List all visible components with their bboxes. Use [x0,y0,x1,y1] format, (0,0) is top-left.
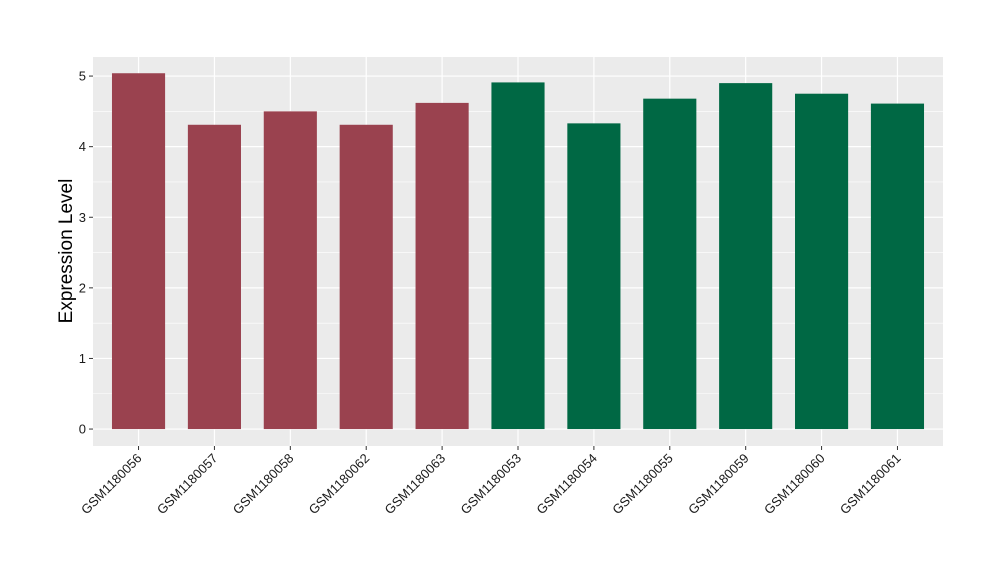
x-tick-label: GSM1180058 [230,451,297,518]
x-tick-label: GSM1180059 [685,451,752,518]
x-tick-label: GSM1180063 [382,451,449,518]
y-axis: 0 1 2 3 4 5 [79,69,93,437]
x-tick-label: GSM1180062 [306,451,373,518]
bar-GSM1180058 [263,111,317,430]
bar-GSM1180057 [187,124,241,430]
y-tick-label: 2 [79,280,86,295]
y-tick-label: 3 [79,210,86,225]
x-tick-label: GSM1180060 [761,451,828,518]
bar-GSM1180056 [111,73,166,430]
y-tick-label: 1 [79,351,86,366]
x-tick-label: GSM1180053 [457,451,524,518]
y-tick-label: 4 [79,139,86,154]
bar-GSM1180061 [870,103,925,430]
bars [111,73,925,430]
x-tick-label: GSM1180054 [533,451,600,518]
x-tick-label: GSM1180056 [78,451,145,518]
y-tick-label: 0 [79,422,86,437]
x-tick-label: GSM1180061 [837,451,904,518]
bar-GSM1180063 [415,102,469,430]
bar-GSM1180062 [339,124,393,430]
bar-GSM1180055 [643,98,697,430]
y-tick-label: 5 [79,69,86,84]
bar-GSM1180059 [719,83,773,430]
bar-GSM1180054 [567,123,621,430]
y-axis-label: Expression Level [56,179,77,324]
bar-GSM1180060 [795,93,849,430]
x-tick-label: GSM1180057 [154,451,221,518]
x-tick-label: GSM1180055 [609,451,676,518]
bar-GSM1180053 [491,82,545,430]
x-axis: GSM1180056 GSM1180057 GSM1180058 GSM1180062… [78,446,904,517]
